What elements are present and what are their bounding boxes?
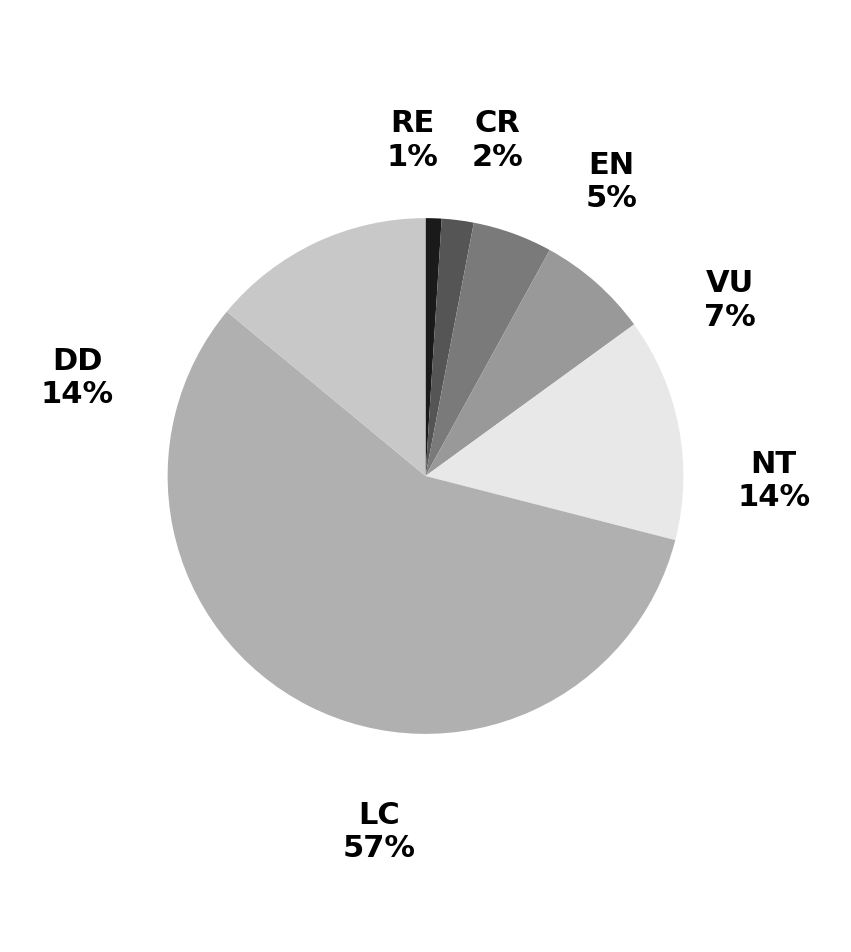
- Text: DD
14%: DD 14%: [41, 347, 114, 409]
- Text: NT
14%: NT 14%: [737, 450, 810, 512]
- Wedge shape: [426, 250, 634, 476]
- Text: CR
2%: CR 2%: [471, 109, 523, 172]
- Text: LC
57%: LC 57%: [343, 801, 415, 863]
- Wedge shape: [227, 218, 426, 476]
- Wedge shape: [426, 218, 442, 476]
- Wedge shape: [168, 311, 676, 734]
- Wedge shape: [426, 219, 474, 476]
- Wedge shape: [426, 325, 683, 540]
- Text: VU
7%: VU 7%: [704, 269, 756, 332]
- Text: RE
1%: RE 1%: [386, 109, 438, 172]
- Wedge shape: [426, 223, 550, 476]
- Text: EN
5%: EN 5%: [585, 150, 637, 213]
